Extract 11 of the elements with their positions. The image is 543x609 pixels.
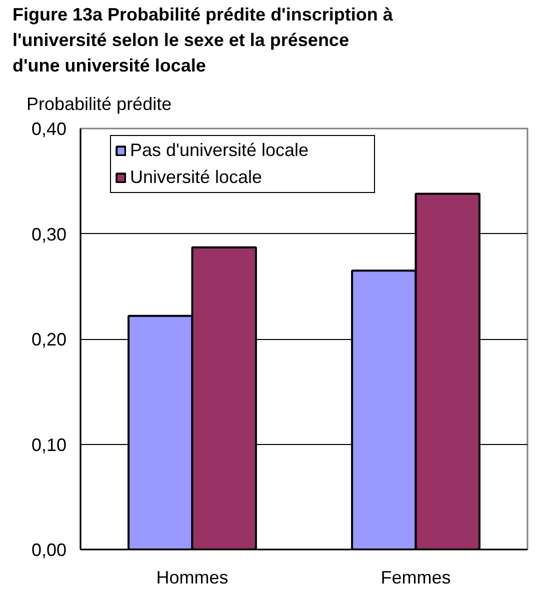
- y-tick-label: 0,20: [31, 330, 67, 350]
- y-axis-title: Probabilité prédite: [26, 94, 172, 114]
- y-tick-label: 0,10: [31, 434, 67, 455]
- y-tick-label: 0,40: [31, 119, 67, 139]
- x-tick-label: Femmes: [380, 568, 451, 588]
- chart-title: Figure 13a Probabilité prédite d'inscription à l'université selon le sexe et la présence d'une université locale: [12, 4, 394, 76]
- y-tick-label: 0,00: [31, 540, 67, 560]
- legend-label: Université locale: [130, 167, 264, 188]
- x-tick-label: Hommes: [156, 568, 228, 588]
- y-tick-label: 0,30: [31, 224, 67, 244]
- legend-label: Pas d'université locale: [130, 140, 310, 161]
